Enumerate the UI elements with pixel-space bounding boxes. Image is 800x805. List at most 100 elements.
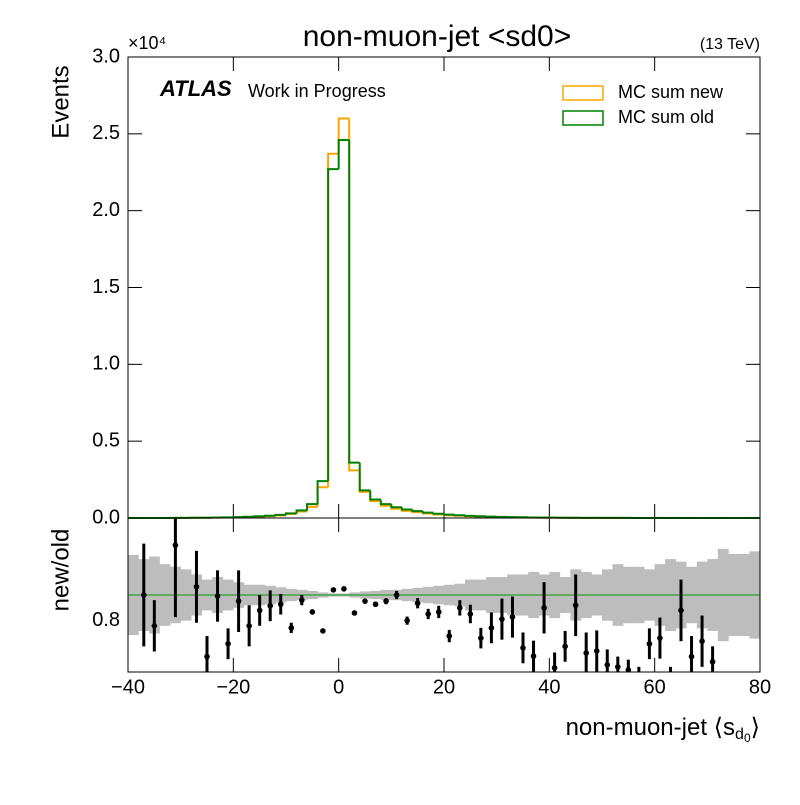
ratio-point	[457, 605, 463, 611]
x-tick-label: −20	[216, 676, 250, 698]
ratio-point	[583, 650, 589, 656]
hist-step	[455, 515, 466, 516]
hist-step	[360, 463, 371, 491]
ratio-point	[278, 601, 284, 607]
ratio-point	[194, 584, 200, 590]
y-axis-label: Events	[47, 65, 74, 138]
ratio-point	[604, 662, 610, 668]
ratio-point	[678, 608, 684, 614]
ratio-point	[404, 618, 410, 624]
hist-step	[423, 511, 434, 513]
hist-step	[275, 515, 286, 516]
ratio-point	[499, 616, 505, 622]
ratio-point	[288, 625, 294, 631]
hist-step	[297, 512, 308, 514]
ratio-point	[489, 625, 495, 631]
hist-step	[444, 514, 455, 515]
y-tick-label: 2.0	[92, 199, 120, 221]
ratio-point	[562, 644, 568, 650]
ratio-point	[425, 611, 431, 617]
experiment-label: ATLAS	[159, 76, 232, 101]
ratio-point	[552, 665, 558, 671]
y-tick-label: 1.5	[92, 276, 120, 298]
x-tick-label: 20	[433, 676, 455, 698]
ratio-point	[310, 609, 316, 615]
status-label: Work in Progress	[248, 81, 386, 101]
ratio-point	[225, 641, 231, 647]
hist-step	[381, 500, 392, 505]
legend-label: MC sum new	[618, 82, 724, 102]
legend-swatch	[563, 86, 603, 100]
hist-step	[328, 154, 339, 487]
ratio-point	[204, 654, 210, 660]
ratio-y-tick-label: 0.8	[92, 609, 120, 631]
hist-step	[370, 490, 381, 499]
ratio-point	[246, 623, 252, 629]
ratio-point	[373, 601, 379, 607]
ratio-point	[383, 598, 389, 604]
ratio-point	[699, 638, 705, 644]
hist-step	[412, 510, 423, 512]
x-label-suffix: ⟩	[751, 714, 760, 741]
hist-step	[328, 169, 339, 481]
hist-step	[360, 470, 371, 492]
ratio-point	[173, 542, 179, 548]
y-tick-label: 3.0	[92, 45, 120, 67]
hist-step	[433, 513, 444, 514]
ratio-point	[657, 635, 663, 641]
ratio-point	[362, 598, 368, 604]
ratio-point	[710, 659, 716, 665]
ratio-point	[257, 608, 263, 614]
x-tick-label: 60	[644, 676, 666, 698]
ratio-point	[594, 648, 600, 654]
ratio-point	[436, 609, 442, 615]
ratio-point	[531, 653, 537, 659]
ratio-point	[352, 610, 358, 616]
ratio-point	[299, 597, 305, 603]
ratio-point	[341, 586, 347, 592]
hist-step	[339, 118, 350, 153]
ratio-y-label: new/old	[47, 529, 74, 612]
hist-step	[391, 504, 402, 507]
ratio-point	[267, 603, 273, 609]
x-tick-label: 40	[538, 676, 560, 698]
x-tick-label: 80	[749, 676, 771, 698]
ratio-point	[236, 598, 242, 604]
hist-step	[349, 118, 360, 470]
ratio-point	[731, 679, 737, 685]
chart-title: non-muon-jet <sd0>	[303, 20, 572, 53]
ratio-point	[468, 611, 474, 617]
ratio-point	[331, 587, 337, 593]
ratio-point	[141, 592, 147, 598]
ratio-point	[320, 628, 326, 634]
hist-step	[265, 516, 276, 517]
hist-step	[349, 140, 360, 463]
ratio-point	[215, 593, 221, 599]
x-tick-label: −40	[111, 676, 145, 698]
y-tick-label: 0.0	[92, 506, 120, 528]
hist-step	[318, 487, 329, 507]
hist-step	[318, 481, 329, 504]
energy-label: (13 TeV)	[700, 36, 760, 53]
hist-step	[465, 515, 476, 516]
ratio-point	[541, 605, 547, 611]
ratio-point	[647, 641, 653, 647]
hist-step	[307, 507, 318, 512]
legend-label: MC sum old	[618, 107, 714, 127]
ratio-point	[394, 592, 400, 598]
hist-step	[402, 507, 413, 509]
ratio-point	[415, 600, 421, 606]
ratio-point	[478, 635, 484, 641]
ratio-point	[520, 645, 526, 651]
ratio-point	[510, 614, 516, 620]
ratio-point	[636, 674, 642, 680]
hist-step	[339, 140, 350, 169]
ratio-point	[152, 623, 158, 629]
x-axis-label: non-muon-jet ⟨sd0⟩	[566, 714, 760, 745]
y-tick-label: 1.0	[92, 353, 120, 375]
ratio-point	[615, 664, 621, 670]
ratio-point	[446, 633, 452, 639]
ratio-point	[668, 679, 674, 685]
